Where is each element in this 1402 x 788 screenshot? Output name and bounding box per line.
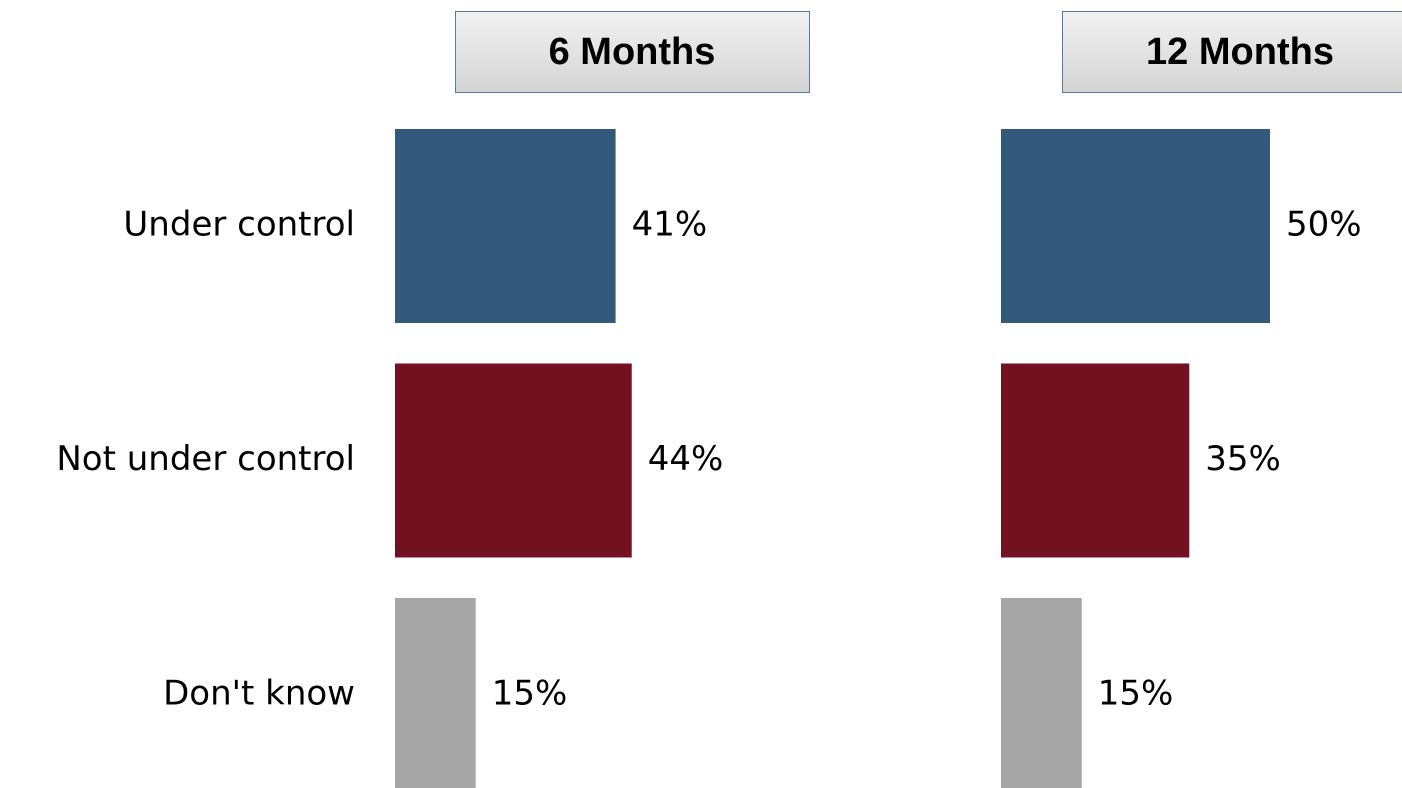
category-label: Under control [123,205,355,245]
panel-title: 12 Months [1146,31,1334,73]
value-label: 44% [648,439,724,479]
bar [1001,598,1082,788]
value-label: 35% [1205,439,1281,479]
panel-title: 6 Months [549,31,716,73]
value-label: 50% [1286,205,1362,245]
category-label: Don't know [163,674,355,714]
category-label: Not under control [56,439,355,479]
bar [395,363,632,558]
value-label: 15% [492,674,568,714]
value-label: 15% [1098,674,1174,714]
bar [395,598,476,788]
bar [1001,129,1270,323]
panel-header-box [1062,11,1402,93]
bar [1001,363,1190,558]
bar [395,129,616,323]
panel-header-box [455,11,810,93]
value-label: 41% [632,205,708,245]
